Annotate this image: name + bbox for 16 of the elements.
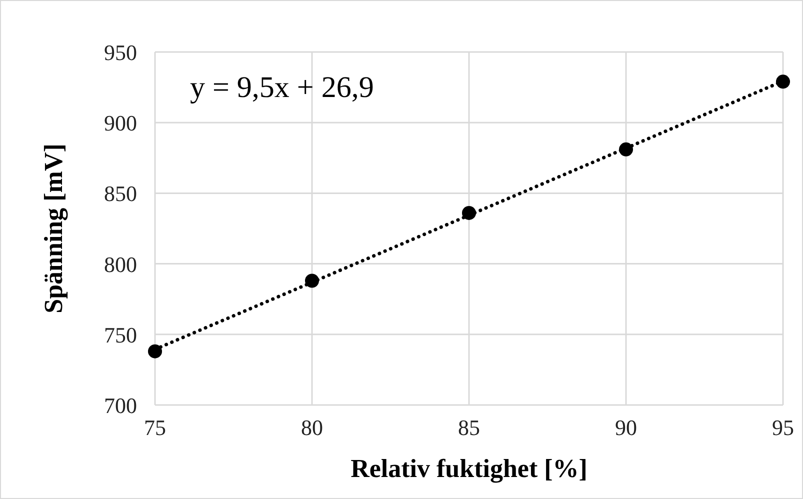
y-tick-label: 700 (104, 393, 137, 418)
y-tick-label: 750 (104, 322, 137, 348)
y-tick-label: 850 (104, 181, 137, 206)
x-tick-label: 95 (772, 415, 794, 440)
y-axis-title: Spänning [mV] (39, 144, 68, 314)
y-tick-label: 900 (104, 110, 137, 136)
point (148, 344, 162, 358)
point (776, 74, 790, 89)
x-axis-title: Relativ fuktighet [%] (350, 454, 588, 483)
x-tick-label: 75 (144, 415, 166, 440)
annotation: y = 9,5x + 26,9 (190, 71, 374, 104)
x-tick-label: 85 (458, 415, 480, 440)
y-tick-label: 950 (104, 40, 137, 65)
x-tick-label: 80 (301, 415, 323, 440)
y-tick-label: 800 (104, 252, 137, 277)
x-tick-label: 90 (615, 415, 637, 440)
